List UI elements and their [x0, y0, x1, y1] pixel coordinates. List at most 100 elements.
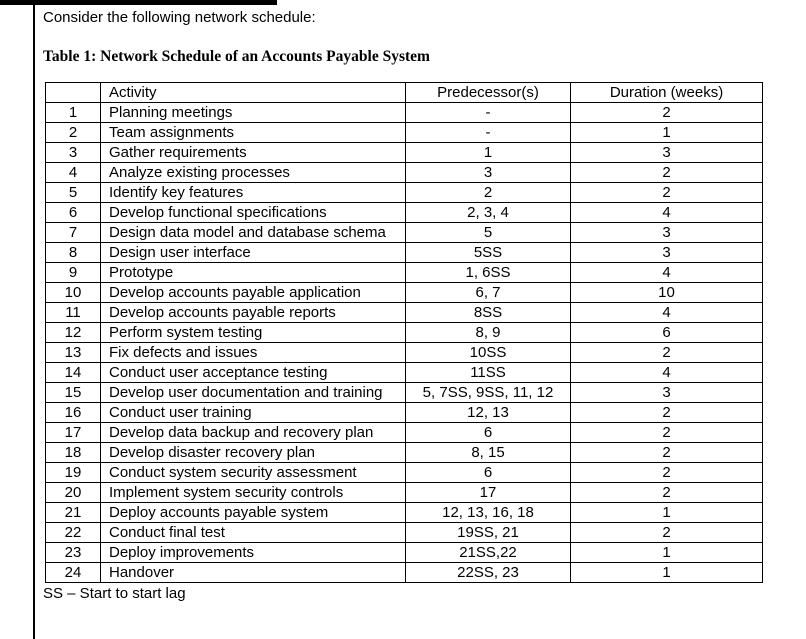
- cell-duration: 2: [570, 102, 763, 123]
- cell-predecessors: 5: [405, 222, 571, 243]
- cell-duration: 1: [570, 502, 763, 523]
- table-row: 17 Develop data backup and recovery plan 6…: [45, 422, 763, 443]
- cell-duration: 2: [570, 462, 763, 483]
- cell-activity: Conduct final test: [100, 522, 406, 543]
- cell-activity: Perform system testing: [100, 322, 406, 343]
- cell-number: 7: [45, 222, 101, 243]
- table-row: 16 Conduct user training 12, 13 2: [45, 402, 763, 423]
- network-schedule-table: Activity Predecessor(s) Duration (weeks)…: [45, 82, 763, 583]
- cell-predecessors: 5, 7SS, 9SS, 11, 12: [405, 382, 571, 403]
- cell-number: 9: [45, 262, 101, 283]
- cell-duration: 2: [570, 422, 763, 443]
- cell-duration: 4: [570, 202, 763, 223]
- table-row: 22 Conduct final test 19SS, 21 2: [45, 522, 763, 543]
- cell-duration: 4: [570, 302, 763, 323]
- cell-activity: Develop disaster recovery plan: [100, 442, 406, 463]
- table-row: 5 Identify key features 2 2: [45, 182, 763, 203]
- cell-activity: Conduct system security assessment: [100, 462, 406, 483]
- cell-activity: Implement system security controls: [100, 482, 406, 503]
- cell-duration: 1: [570, 562, 763, 583]
- table-row: 15 Develop user documentation and trainin…: [45, 382, 763, 403]
- cell-predecessors: 2, 3, 4: [405, 202, 571, 223]
- cell-predecessors: 2: [405, 182, 571, 203]
- table-row: 11 Develop accounts payable reports 8SS 4: [45, 302, 763, 323]
- cell-predecessors: 8, 9: [405, 322, 571, 343]
- cell-activity: Develop user documentation and training: [100, 382, 406, 403]
- cell-number: 16: [45, 402, 101, 423]
- cell-duration: 3: [570, 382, 763, 403]
- cell-activity: Conduct user acceptance testing: [100, 362, 406, 383]
- cell-predecessors: 12, 13: [405, 402, 571, 423]
- cell-predecessors: 6: [405, 462, 571, 483]
- cell-predecessors: 10SS: [405, 342, 571, 363]
- cell-activity: Design user interface: [100, 242, 406, 263]
- cell-duration: 2: [570, 482, 763, 503]
- table-row: 6 Develop functional specifications 2, 3, …: [45, 202, 763, 223]
- cell-duration: 2: [570, 402, 763, 423]
- cell-predecessors: -: [405, 102, 571, 123]
- cell-predecessors: 3: [405, 162, 571, 183]
- cell-duration: 2: [570, 442, 763, 463]
- cell-duration: 4: [570, 362, 763, 383]
- table-row: 13 Fix defects and issues 10SS 2: [45, 342, 763, 363]
- header-row: Activity Predecessor(s) Duration (weeks): [45, 82, 763, 103]
- cell-duration: 2: [570, 162, 763, 183]
- cell-predecessors: 21SS,22: [405, 542, 571, 563]
- cell-number: 10: [45, 282, 101, 303]
- cell-activity: Develop functional specifications: [100, 202, 406, 223]
- cell-predecessors: 8, 15: [405, 442, 571, 463]
- table-row: 3 Gather requirements 1 3: [45, 142, 763, 163]
- cell-number: 24: [45, 562, 101, 583]
- cell-activity: Fix defects and issues: [100, 342, 406, 363]
- cell-number: 12: [45, 322, 101, 343]
- cell-duration: 1: [570, 122, 763, 143]
- table-row: 9 Prototype 1, 6SS 4: [45, 262, 763, 283]
- cell-number: 1: [45, 102, 101, 123]
- table-row: 1 Planning meetings -2: [45, 102, 763, 123]
- header-number: [45, 82, 101, 103]
- cell-number: 4: [45, 162, 101, 183]
- table-row: 4 Analyze existing processes 3 2: [45, 162, 763, 183]
- cell-predecessors: 19SS, 21: [405, 522, 571, 543]
- table-row: 19 Conduct system security assessment 6 2: [45, 462, 763, 483]
- cell-activity: Analyze existing processes: [100, 162, 406, 183]
- cell-duration: 1: [570, 542, 763, 563]
- cell-number: 18: [45, 442, 101, 463]
- table-row: 8 Design user interface 5SS 3: [45, 242, 763, 263]
- cell-duration: 2: [570, 342, 763, 363]
- cell-number: 20: [45, 482, 101, 503]
- left-margin-rule: [33, 0, 35, 639]
- cell-activity: Team assignments: [100, 122, 406, 143]
- header-duration: Duration (weeks): [570, 82, 763, 103]
- table-body: 1 Planning meetings -2 2 Team assignments -1 3…: [45, 102, 763, 583]
- cell-activity: Deploy improvements: [100, 542, 406, 563]
- cell-number: 6: [45, 202, 101, 223]
- cell-activity: Develop accounts payable application: [100, 282, 406, 303]
- cell-duration: 10: [570, 282, 763, 303]
- table-row: 21 Deploy accounts payable system 12, 13, …: [45, 502, 763, 523]
- cell-predecessors: 1, 6SS: [405, 262, 571, 283]
- table-row: 20 Implement system security controls 17 2: [45, 482, 763, 503]
- cell-duration: 3: [570, 242, 763, 263]
- cell-duration: 2: [570, 522, 763, 543]
- cell-duration: 4: [570, 262, 763, 283]
- cell-activity: Prototype: [100, 262, 406, 283]
- cell-activity: Deploy accounts payable system: [100, 502, 406, 523]
- cell-predecessors: 8SS: [405, 302, 571, 323]
- cell-duration: 3: [570, 222, 763, 243]
- cell-number: 5: [45, 182, 101, 203]
- cell-activity: Develop data backup and recovery plan: [100, 422, 406, 443]
- table-row: 7 Design data model and database schema 5 3: [45, 222, 763, 243]
- cell-predecessors: 22SS, 23: [405, 562, 571, 583]
- cell-duration: 2: [570, 182, 763, 203]
- cell-number: 11: [45, 302, 101, 323]
- cell-predecessors: 12, 13, 16, 18: [405, 502, 571, 523]
- cell-predecessors: 6, 7: [405, 282, 571, 303]
- header-activity: Activity: [100, 82, 406, 103]
- cell-number: 8: [45, 242, 101, 263]
- intro-text: Consider the following network schedule:: [43, 9, 316, 26]
- table-title: Table 1: Network Schedule of an Accounts…: [43, 48, 430, 65]
- cell-activity: Handover: [100, 562, 406, 583]
